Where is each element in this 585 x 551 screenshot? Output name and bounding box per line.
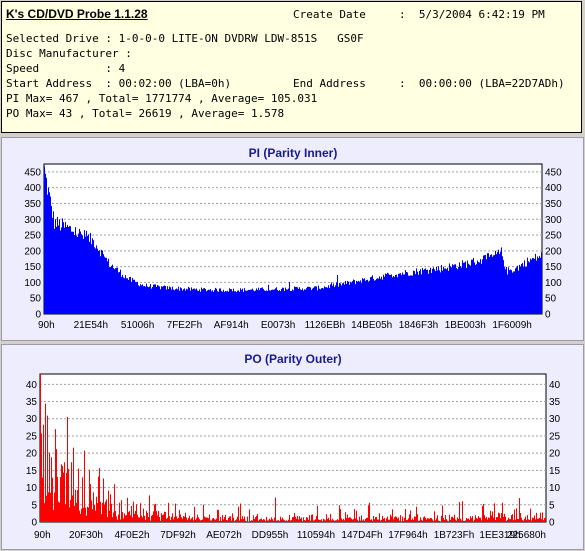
pi-x-tick: 1126EBh xyxy=(305,320,345,331)
info-panel: K's CD/DVD Probe 1.1.28 Create Date : 5/… xyxy=(1,1,582,133)
selected-drive-line: Selected Drive : 1-0-0-0 LITE-ON DVDRW L… xyxy=(6,32,364,45)
pi-y-tick-left: 300 xyxy=(24,215,41,226)
po-y-tick-right: 25 xyxy=(549,431,561,442)
pi-x-tick: 1F6009h xyxy=(492,320,531,331)
pi-y-tick-left: 450 xyxy=(24,167,41,178)
po-y-tick-left: 10 xyxy=(26,483,38,494)
pi-x-tick: E0073h xyxy=(261,320,295,331)
pi-x-tick: 1846F3h xyxy=(399,320,438,331)
po-y-tick-left: 40 xyxy=(26,380,38,391)
pi-y-tick-left: 250 xyxy=(24,231,41,242)
po-x-tick: 147D4Fh xyxy=(341,530,382,541)
pi-y-tick-left: 100 xyxy=(24,278,41,289)
po-x-tick: 7DF92h xyxy=(160,530,196,541)
pi-stats-line: PI Max= 467 , Total= 1771774 , Average= … xyxy=(6,92,318,105)
po-y-tick-left: 0 xyxy=(31,518,37,529)
app-title: K's CD/DVD Probe 1.1.28 xyxy=(6,7,148,21)
pi-y-tick-right: 450 xyxy=(545,167,562,178)
pi-bars xyxy=(44,166,542,314)
pi-x-tick: 14BE05h xyxy=(351,320,392,331)
po-x-tick: 17F964h xyxy=(388,530,427,541)
po-y-tick-right: 15 xyxy=(549,466,561,477)
pi-y-tick-right: 300 xyxy=(545,215,562,226)
po-y-tick-right: 40 xyxy=(549,380,561,391)
po-x-tick: 4F0E2h xyxy=(114,530,149,541)
pi-y-tick-left: 200 xyxy=(24,246,41,257)
po-y-tick-right: 5 xyxy=(549,500,555,511)
po-y-tick-right: 20 xyxy=(549,449,561,460)
pi-y-tick-left: 50 xyxy=(30,294,42,305)
po-y-tick-left: 25 xyxy=(26,431,38,442)
pi-x-tick: 51006h xyxy=(121,320,154,331)
pi-y-tick-right: 400 xyxy=(545,183,562,194)
po-plot-area xyxy=(39,373,547,523)
po-y-tick-left: 35 xyxy=(26,397,38,408)
end-address-value: : 00:00:00 (LBA=22D7ADh) xyxy=(399,77,565,90)
pi-y-tick-right: 150 xyxy=(545,262,562,273)
pi-y-tick-left: 400 xyxy=(24,183,41,194)
po-x-tick: 1EE319h xyxy=(479,530,520,541)
po-y-tick-left: 30 xyxy=(26,414,38,425)
pi-chart: PI (Parity Inner) 0 0 50 50 100 100 150 150 200 2… xyxy=(24,146,562,331)
pi-y-tick-right: 0 xyxy=(545,310,551,321)
pi-y-tick-left: 0 xyxy=(35,310,41,321)
create-date-value: : 5/3/2004 6:42:19 PM xyxy=(399,8,545,21)
pi-y-tick-right: 50 xyxy=(545,294,557,305)
po-y-tick-left: 5 xyxy=(31,500,37,511)
pi-y-tick-right: 200 xyxy=(545,246,562,257)
pi-chart-panel: PI (Parity Inner) 0 0 50 50 100 100 150 150 200 2… xyxy=(1,137,584,341)
po-bars xyxy=(40,374,546,522)
po-y-tick-right: 10 xyxy=(549,483,561,494)
po-chart: PO (Parity Outer) 0 0 5 5 10 10 15 15 20 20 25 25 30… xyxy=(26,352,561,541)
pi-y-tick-right: 250 xyxy=(545,231,562,242)
po-x-tick: 20F30h xyxy=(69,530,103,541)
po-chart-title: PO (Parity Outer) xyxy=(244,352,341,366)
start-address-line: Start Address : 00:02:00 (LBA=0h) xyxy=(6,77,232,90)
po-y-tick-right: 0 xyxy=(549,518,555,529)
speed-line: Speed : 4 xyxy=(6,62,126,75)
pi-y-tick-right: 100 xyxy=(545,278,562,289)
pi-chart-title: PI (Parity Inner) xyxy=(249,146,338,160)
po-y-tick-left: 15 xyxy=(26,466,38,477)
pi-y-tick-left: 150 xyxy=(24,262,41,273)
create-date-label: Create Date xyxy=(293,8,366,21)
po-y-tick-right: 30 xyxy=(549,414,561,425)
po-x-tick: 90h xyxy=(34,530,51,541)
po-x-tick: DD955h xyxy=(252,530,289,541)
end-address-label: End Address xyxy=(293,77,366,90)
po-chart-panel: PO (Parity Outer) 0 0 5 5 10 10 15 15 20 20 25 25 30… xyxy=(1,344,584,550)
pi-x-tick: 1BE003h xyxy=(445,320,486,331)
po-stats-line: PO Max= 43 , Total= 26619 , Average= 1.5… xyxy=(6,107,285,120)
po-x-tick: 225680h xyxy=(507,530,546,541)
po-x-tick: 110594h xyxy=(297,530,335,541)
pi-x-tick: AF914h xyxy=(214,320,249,331)
po-y-tick-right: 35 xyxy=(549,397,561,408)
po-y-tick-left: 20 xyxy=(26,449,38,460)
disc-manufacturer-line: Disc Manufacturer : xyxy=(6,47,132,60)
po-x-tick: AE072h xyxy=(206,530,242,541)
pi-x-tick: 21E54h xyxy=(74,320,108,331)
pi-y-tick-right: 350 xyxy=(545,199,562,210)
po-x-tick: 1B723Fh xyxy=(434,530,475,541)
pi-x-tick: 90h xyxy=(38,320,55,331)
pi-x-tick: 7FE2Fh xyxy=(167,320,203,331)
pi-y-tick-left: 350 xyxy=(24,199,41,210)
